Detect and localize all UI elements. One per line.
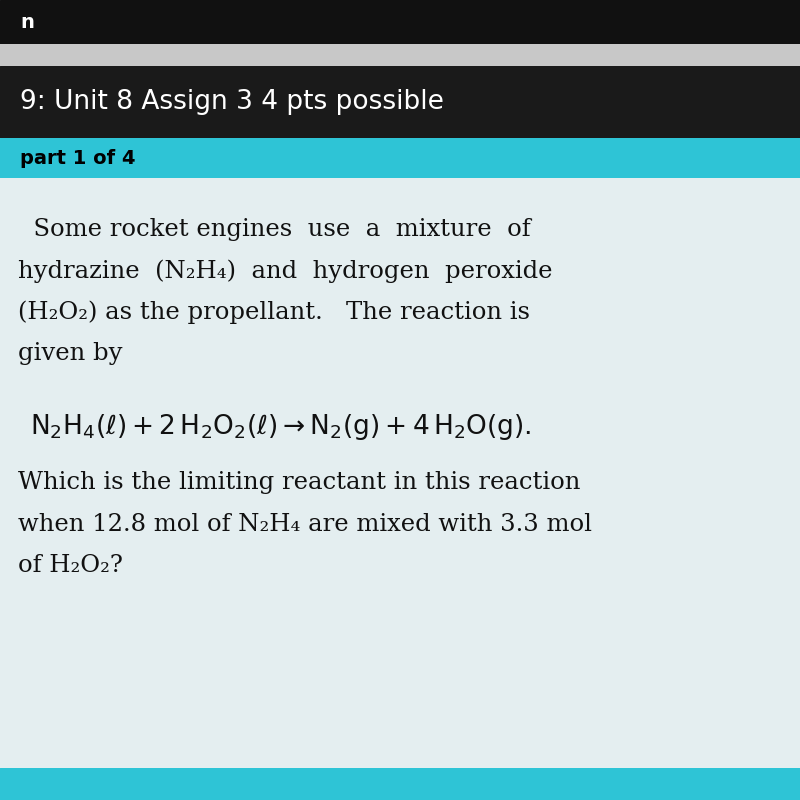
Text: of H₂O₂?: of H₂O₂? bbox=[18, 554, 123, 577]
Text: hydrazine  (N₂H₄)  and  hydrogen  peroxide: hydrazine (N₂H₄) and hydrogen peroxide bbox=[18, 259, 553, 282]
Bar bbox=[0, 178, 800, 768]
Text: n: n bbox=[20, 13, 34, 31]
Text: given by: given by bbox=[18, 342, 122, 365]
Text: part 1 of 4: part 1 of 4 bbox=[20, 149, 135, 168]
Text: when 12.8 mol of N₂H₄ are mixed with 3.3 mol: when 12.8 mol of N₂H₄ are mixed with 3.3… bbox=[18, 513, 592, 535]
Text: 9: Unit 8 Assign 3 4 pts possible: 9: Unit 8 Assign 3 4 pts possible bbox=[20, 90, 444, 115]
Text: $\mathrm{N_2H_4(\ell) + 2\,H_2O_2(\ell) \rightarrow N_2(g) + 4\,H_2O(g).}$: $\mathrm{N_2H_4(\ell) + 2\,H_2O_2(\ell) … bbox=[30, 412, 531, 442]
Text: (H₂O₂) as the propellant.   The reaction is: (H₂O₂) as the propellant. The reaction i… bbox=[18, 300, 530, 324]
Text: Some rocket engines  use  a  mixture  of: Some rocket engines use a mixture of bbox=[18, 218, 530, 241]
Text: Which is the limiting reactant in this reaction: Which is the limiting reactant in this r… bbox=[18, 471, 580, 494]
